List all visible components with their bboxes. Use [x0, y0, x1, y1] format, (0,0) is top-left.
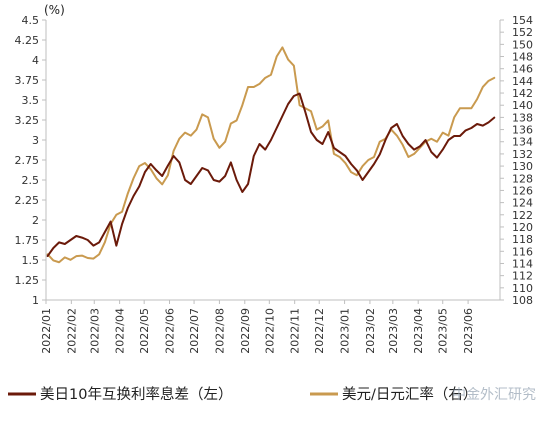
right-y-tick-label: 150 [512, 38, 533, 51]
series-line-swap-spread [46, 92, 496, 257]
left-y-tick-label: 4.5 [22, 14, 40, 27]
right-y-tick-label: 136 [512, 124, 533, 137]
right-y-tick-label: 132 [512, 148, 533, 161]
x-tick-label: 2023/03 [387, 308, 400, 354]
right-y-tick-label: 134 [512, 136, 533, 149]
x-tick-label: 2023/06 [462, 308, 475, 354]
right-y-tick-label: 126 [512, 184, 533, 197]
right-y-tick-label: 128 [512, 172, 533, 185]
right-y-tick-label: 140 [512, 99, 533, 112]
left-y-tick-label: 1.5 [22, 254, 40, 267]
right-y-tick-label: 154 [512, 14, 533, 27]
right-y-tick-label: 152 [512, 26, 533, 39]
x-tick-label: 2022/06 [164, 308, 177, 354]
left-y-tick-label: 3.75 [15, 74, 40, 87]
left-y-tick-label: 3 [32, 134, 39, 147]
right-y-tick-label: 114 [512, 257, 533, 270]
left-y-tick-label: 2 [32, 214, 39, 227]
left-y-tick-label: 4 [32, 54, 39, 67]
left-y-tick-label: 4.25 [15, 34, 40, 47]
left-y-tick-label: 2.25 [15, 194, 40, 207]
x-tick-label: 2022/07 [188, 308, 201, 354]
series-line-usdjpy [46, 46, 496, 264]
right-y-tick-label: 112 [512, 270, 533, 283]
right-y-tick-label: 118 [512, 233, 533, 246]
legend-label-usdjpy: 美元/日元汇率（右） [342, 386, 477, 403]
right-y-tick-label: 110 [512, 282, 533, 295]
x-tick-label: 2022/09 [239, 308, 252, 354]
x-tick-label: 2023/02 [364, 308, 377, 354]
x-tick-label: 2023/05 [437, 308, 450, 354]
left-y-tick-label: 1 [32, 294, 39, 307]
series-lines [46, 46, 496, 264]
right-y-tick-label: 120 [512, 221, 533, 234]
right-y-tick-label: 148 [512, 51, 533, 64]
left-y-tick-label: 3.25 [15, 114, 40, 127]
x-tick-label: 2022/11 [289, 308, 302, 354]
x-tick-label: 2022/12 [313, 308, 326, 354]
legend: 美日10年互换利率息差（左） 美元/日元汇率（右） [8, 386, 477, 403]
left-y-tick-label: 1.75 [15, 234, 40, 247]
x-tick-label: 2022/08 [213, 308, 226, 354]
right-y-tick-label: 146 [512, 63, 533, 76]
x-tick-labels: 2022/01 2022/02 2022/03 2022/04 2022/05 2022/… [40, 300, 475, 354]
x-tick-label: 2023/04 [412, 308, 425, 354]
left-y-tick-label: 3.5 [22, 94, 40, 107]
right-y-tick-label: 122 [512, 209, 533, 222]
legend-label-swap-spread: 美日10年互换利率息差（左） [40, 386, 232, 403]
x-tick-label: 2022/04 [114, 308, 127, 354]
x-tick-label: 2022/03 [88, 308, 101, 354]
x-tick-label: 2022/05 [138, 308, 151, 354]
right-y-tick-labels: 1081101121141161181201221241261281301321… [500, 14, 533, 307]
right-y-tick-label: 130 [512, 160, 533, 173]
x-tick-label: 2022/10 [263, 308, 276, 354]
x-tick-label: 2023/01 [339, 308, 352, 354]
watermark-text: 中金外汇研究 [452, 387, 536, 403]
left-y-tick-label: 2.75 [15, 154, 40, 167]
right-y-tick-label: 138 [512, 111, 533, 124]
left-y-axis-label: (%) [44, 3, 65, 17]
right-y-tick-label: 108 [512, 294, 533, 307]
x-tick-label: 2022/02 [65, 308, 78, 354]
left-y-tick-labels: 1 1.25 1.5 1.75 2 2.25 2.5 2.75 3 3.25 3.5 3.75 4 4.2… [15, 14, 46, 307]
right-y-tick-label: 144 [512, 75, 533, 88]
left-y-tick-label: 2.5 [22, 174, 40, 187]
right-y-tick-label: 142 [512, 87, 533, 100]
x-tick-label: 2022/01 [40, 308, 53, 354]
right-y-tick-label: 116 [512, 245, 533, 258]
right-y-tick-label: 124 [512, 197, 533, 210]
left-y-tick-label: 1.25 [15, 274, 40, 287]
